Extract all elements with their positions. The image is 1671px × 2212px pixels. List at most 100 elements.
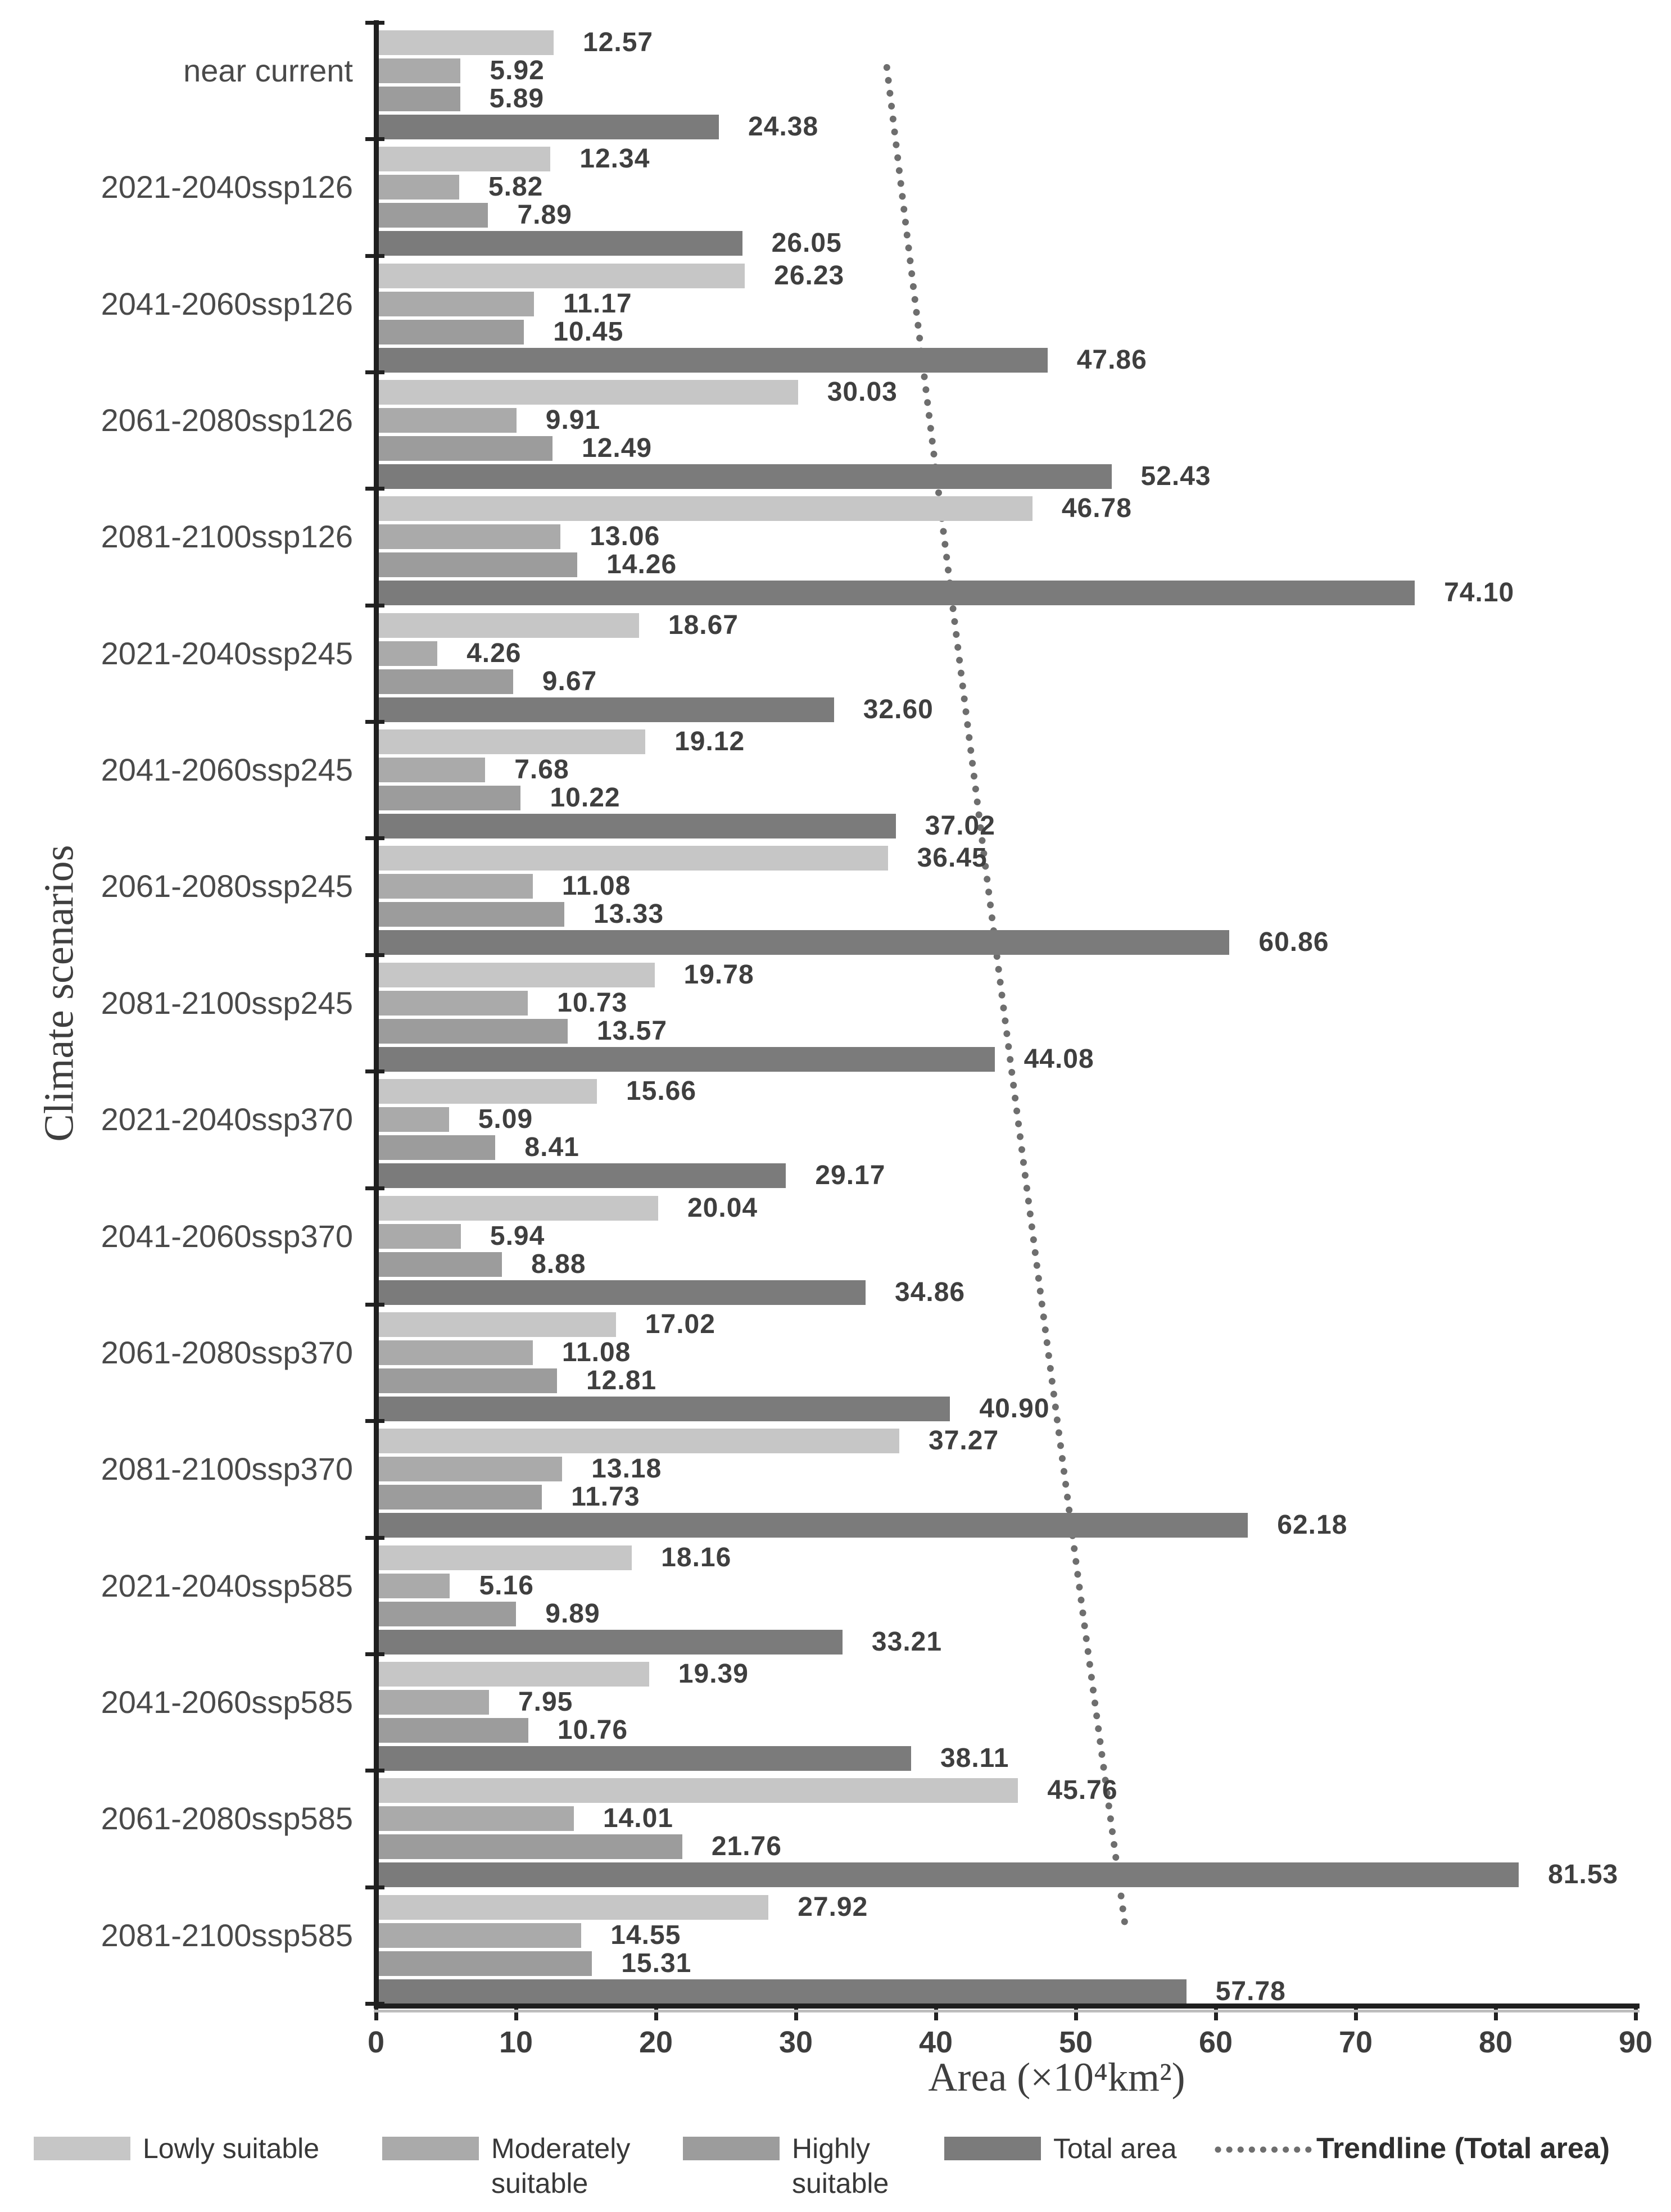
x-axis-tick-label: 10 — [499, 2025, 533, 2059]
bar — [378, 291, 535, 316]
bar — [378, 758, 486, 783]
bar — [378, 1951, 592, 1976]
bar-value-label: 14.01 — [603, 1803, 673, 1834]
legend-label-line1: Moderately — [491, 2133, 631, 2164]
category-label: 2021-2040ssp370 — [101, 1102, 353, 1137]
bar — [378, 464, 1112, 489]
bar-value-label: 81.53 — [1548, 1860, 1619, 1890]
bar-value-label: 15.66 — [626, 1076, 697, 1107]
bar — [378, 1661, 649, 1687]
bar — [378, 1717, 528, 1743]
bar — [378, 1079, 597, 1104]
bar-value-label: 34.86 — [895, 1277, 966, 1307]
legend-label-line1: Highly — [792, 2133, 870, 2164]
x-axis-tick-label: 90 — [1618, 2025, 1653, 2059]
bar-value-label: 8.88 — [531, 1249, 586, 1279]
bar — [378, 1894, 769, 1920]
bar — [378, 1252, 502, 1277]
bar-value-label: 12.34 — [579, 144, 650, 174]
bar-value-label: 5.94 — [490, 1221, 545, 1251]
bar — [378, 524, 561, 550]
bar — [378, 613, 639, 638]
bar — [378, 669, 513, 694]
bar-value-label: 52.43 — [1140, 461, 1211, 492]
bar — [378, 814, 896, 839]
bar-value-label: 24.38 — [748, 112, 819, 142]
bar-value-label: 12.49 — [582, 433, 653, 464]
bar — [378, 1396, 950, 1421]
bar-value-label: 9.67 — [542, 666, 597, 696]
bar — [378, 1163, 786, 1189]
bar — [378, 641, 438, 666]
bar — [378, 1485, 542, 1510]
bar-value-label: 5.92 — [490, 56, 545, 85]
category-label: 2081-2100ssp126 — [101, 519, 353, 555]
x-axis-tick-label: 20 — [638, 2025, 673, 2059]
legend-label-line1: Lowly suitable — [143, 2133, 320, 2164]
legend-item-trendline: Trendline (Total area) — [1214, 2131, 1610, 2166]
bar — [378, 1746, 911, 1771]
bar — [378, 1018, 568, 1044]
bar — [378, 581, 1415, 606]
bar — [378, 697, 834, 722]
legend-label-trendline: Trendline (Total area) — [1316, 2132, 1610, 2165]
legend-swatch-highly-suitable — [683, 2137, 780, 2160]
bar-value-label: 44.08 — [1024, 1044, 1094, 1074]
legend-label: Highly suitable — [792, 2131, 889, 2201]
bar-value-label: 13.57 — [596, 1016, 668, 1046]
legend-label-line2: suitable — [792, 2168, 889, 2199]
bar-value-label: 19.78 — [683, 959, 754, 990]
bar-value-label: 15.31 — [621, 1948, 692, 1978]
bar — [378, 30, 554, 55]
x-axis-title: Area (×10⁴km²) — [928, 2055, 1185, 2100]
bar-value-label: 13.06 — [590, 522, 660, 552]
bar — [378, 1601, 517, 1626]
category-label: 2041-2060ssp126 — [101, 285, 353, 321]
bar-value-label: 62.18 — [1277, 1510, 1348, 1540]
bar-value-label: 13.33 — [593, 899, 664, 930]
x-axis-shadow-line — [374, 2010, 1640, 2012]
bar-value-label: 11.08 — [561, 871, 631, 901]
x-axis-tick-label: 60 — [1198, 2025, 1233, 2059]
bar-value-label: 13.18 — [591, 1454, 662, 1484]
bar — [378, 930, 1230, 955]
bar-value-label: 9.89 — [545, 1598, 600, 1629]
legend-item-total-area: Total area — [944, 2131, 1177, 2166]
bar-value-label: 60.86 — [1258, 927, 1329, 958]
bar-value-label: 18.16 — [661, 1542, 732, 1572]
bar — [378, 846, 888, 871]
bar-value-label: 30.03 — [827, 377, 898, 407]
bar — [378, 408, 517, 433]
bar — [378, 1923, 582, 1948]
bar — [378, 1223, 461, 1249]
bar — [378, 115, 719, 139]
bar — [378, 496, 1033, 522]
category-label: 2021-2040ssp585 — [101, 1567, 353, 1603]
bar-value-label: 9.91 — [545, 405, 601, 436]
bar — [378, 1429, 900, 1454]
x-axis-tick-label: 0 — [367, 2025, 385, 2059]
bar — [378, 962, 655, 987]
bar — [378, 902, 564, 927]
bar-value-label: 14.55 — [610, 1920, 681, 1950]
bar-value-label: 29.17 — [815, 1161, 886, 1191]
category-label: 2061-2080ssp126 — [101, 402, 353, 438]
bar — [378, 1457, 563, 1482]
bar-value-label: 37.27 — [929, 1426, 999, 1456]
bar — [378, 1545, 632, 1570]
bar — [378, 1280, 866, 1305]
legend-swatch-total-area — [944, 2137, 1041, 2160]
bar-value-label: 27.92 — [798, 1892, 868, 1922]
bar-value-label: 10.76 — [557, 1715, 628, 1745]
bar — [378, 1806, 574, 1832]
bar — [378, 319, 524, 345]
bar — [378, 58, 461, 83]
bar-value-label: 36.45 — [917, 843, 988, 873]
bar — [378, 786, 521, 811]
legend-swatch-moderately-suitable — [382, 2137, 479, 2160]
bar-value-label: 11.73 — [571, 1482, 640, 1512]
bar-value-label: 20.04 — [687, 1193, 758, 1223]
x-axis-tick-label: 70 — [1338, 2025, 1373, 2059]
